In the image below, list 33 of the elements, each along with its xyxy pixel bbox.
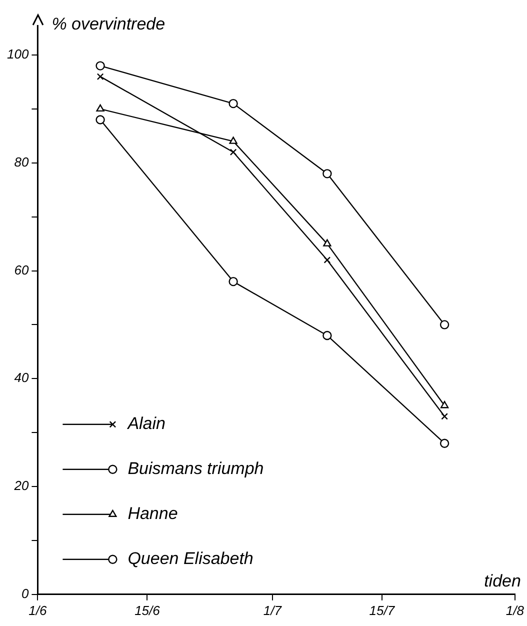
legend-label: Alain (126, 414, 166, 434)
y-tick-label: 0 (21, 586, 30, 602)
legend-label: Buismans triumph (128, 459, 264, 478)
point (228, 276, 238, 286)
point (322, 169, 332, 178)
point (96, 104, 104, 112)
point (322, 330, 332, 340)
y-axis-title: % overvintrede (52, 14, 166, 34)
y-tick-label: 40 (14, 370, 30, 386)
point (230, 148, 237, 156)
point (440, 438, 450, 448)
point (440, 401, 449, 408)
point (229, 136, 238, 144)
y-tick-label: 100 (6, 46, 30, 62)
x-tick-label: 15/7 (369, 602, 396, 618)
y-tick-label: 60 (14, 262, 30, 278)
point (441, 412, 448, 420)
point (96, 73, 104, 80)
point (440, 320, 450, 330)
point (96, 61, 105, 70)
x-tick-label: 1/6 (28, 602, 48, 618)
x-tick-label: 15/6 (134, 602, 161, 618)
point (228, 98, 238, 108)
y-tick-label: 80 (14, 154, 30, 170)
legend-label: Queen Elisabeth (128, 549, 254, 568)
x-tick-label: 1/7 (263, 602, 282, 618)
point (96, 115, 105, 124)
point (324, 256, 331, 264)
y-tick-label: 20 (13, 478, 30, 494)
point (323, 239, 332, 246)
x-tick-label: 1/8 (506, 602, 525, 618)
x-axis-title: tiden (484, 572, 521, 591)
legend-label: Hanne (128, 504, 178, 524)
